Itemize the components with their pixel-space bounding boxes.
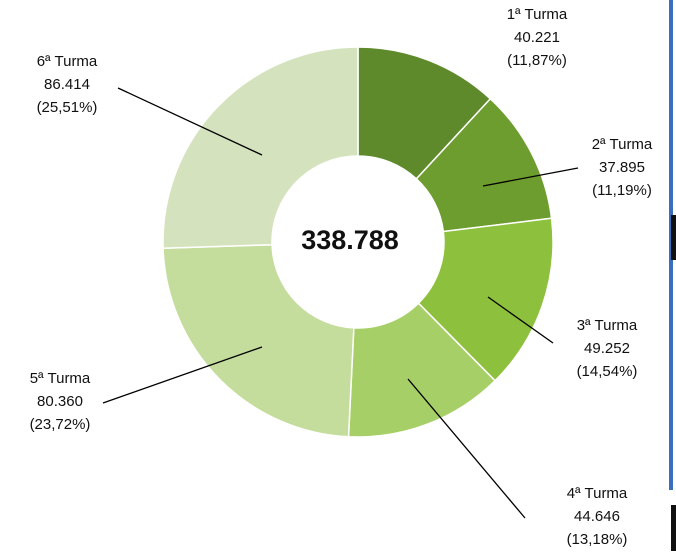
segment-name: 2ª Turma xyxy=(592,136,653,153)
leader-line xyxy=(117,87,263,156)
segment-percent: (23,72%) xyxy=(30,416,91,433)
donut-segment xyxy=(162,243,355,438)
donut-segment xyxy=(162,46,359,249)
leader-line xyxy=(482,167,579,187)
segment-value: 44.646 xyxy=(574,508,620,525)
segment-percent: (11,87%) xyxy=(507,52,567,69)
segment-value: 37.895 xyxy=(599,159,645,176)
donut-segment xyxy=(417,217,554,382)
segment-percent: (11,19%) xyxy=(592,182,652,199)
segment-percent: (13,18%) xyxy=(567,531,628,548)
segment-name: 1ª Turma xyxy=(507,6,568,23)
leader-line xyxy=(102,346,263,404)
window-edge-dark xyxy=(671,505,676,551)
segment-percent: (25,51%) xyxy=(37,99,98,116)
window-edge-dark xyxy=(671,215,676,260)
segment-name: 4ª Turma xyxy=(567,485,628,502)
segment-name: 5ª Turma xyxy=(30,370,91,387)
leader-line xyxy=(407,378,526,519)
segment-value: 49.252 xyxy=(584,340,630,357)
segment-value: 80.360 xyxy=(37,393,83,410)
segment-value: 40.221 xyxy=(514,29,560,46)
segment-value: 86.414 xyxy=(44,76,90,93)
leader-line xyxy=(487,296,554,344)
segment-name: 3ª Turma xyxy=(577,317,638,334)
segment-name: 6ª Turma xyxy=(37,53,98,70)
center-total: 338.788 xyxy=(301,225,399,255)
segment-percent: (14,54%) xyxy=(577,363,638,380)
